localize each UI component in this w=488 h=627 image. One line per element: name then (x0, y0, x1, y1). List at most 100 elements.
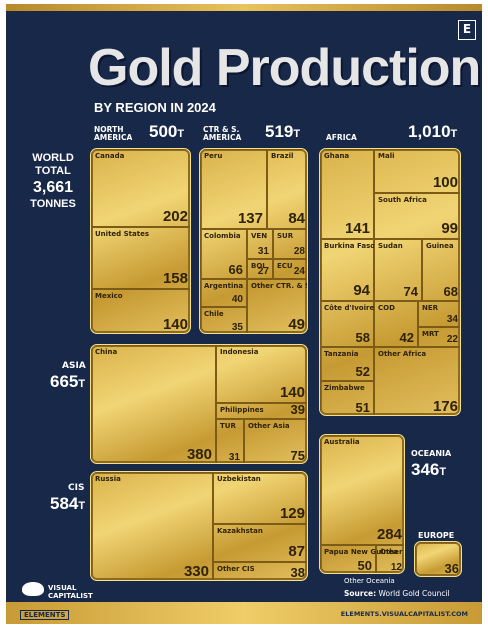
cell-value: 100 (432, 174, 458, 191)
treemap-group-europe: 36 (414, 541, 462, 577)
cell-value: 140 (162, 316, 188, 333)
region-total-africa-value: 1,010 (408, 122, 451, 141)
cell-label: Brazil (271, 152, 294, 160)
cell-value: 38 (290, 565, 305, 580)
treemap-cell-bol: BOL 27 (247, 259, 273, 279)
cell-label: Other Oceania (380, 548, 403, 556)
cell-label: Sudan (378, 242, 403, 250)
treemap-group-cis: Russia 330 Uzbekistan 129 Kazakhstan 87 Other … (90, 471, 308, 581)
treemap-group-asia: China 380 Indonesia 140 Philippines 39 TUR 31 Ot… (90, 344, 308, 464)
world-total-value: 3,661 (32, 179, 74, 196)
cell-label: Mali (378, 152, 395, 160)
cell-label: Chile (204, 310, 224, 318)
top-gold-bar (6, 4, 482, 11)
region-label-oceania: OCEANIA (411, 449, 452, 458)
cell-value: 94 (353, 282, 370, 299)
region-total-asia: 665T (50, 372, 85, 392)
region-total-africa: 1,010T (408, 122, 457, 142)
elements-badge: E (458, 20, 476, 40)
other-oceania-callout: Other Oceania (344, 577, 395, 585)
cell-label: Tanzania (324, 350, 359, 358)
treemap-cell-indonesia: Indonesia 140 (216, 345, 307, 403)
cell-label: Papua New Guinea (324, 548, 398, 556)
treemap-cell-peru: Peru 137 (200, 149, 267, 229)
treemap-cell-c-te-d-ivoire: Côte d'Ivoire 58 (320, 301, 374, 347)
brand-line-2: CAPITALIST (48, 592, 93, 600)
page-title: Gold Production (88, 39, 481, 97)
cell-value: 74 (403, 284, 418, 299)
footer-bar: ELEMENTS ELEMENTS.VISUALCAPITALIST.COM (6, 602, 482, 624)
unit-label: T (450, 128, 458, 140)
cell-value: 36 (444, 561, 459, 576)
brand-line-1: VISUAL (48, 584, 77, 592)
treemap-cell-zimbabwe: Zimbabwe 51 (320, 381, 374, 415)
cell-value: 34 (446, 314, 458, 325)
source-line: Source: World Gold Council (344, 589, 450, 598)
cell-label: Guinea (426, 242, 454, 250)
region-total-north-america-value: 500 (149, 122, 178, 141)
unit-label: T (78, 378, 86, 390)
cell-value: 66 (228, 262, 243, 277)
cell-value: 141 (344, 220, 370, 237)
cell-value: 40 (231, 294, 243, 305)
region-total-asia-value: 665 (50, 372, 79, 391)
cell-value: 284 (376, 526, 402, 543)
cell-value: 140 (279, 384, 305, 401)
world-total-label-2: TOTAL (35, 165, 71, 177)
cell-value: 31 (228, 452, 240, 463)
visual-capitalist-logo-icon (22, 582, 44, 596)
cell-value: 99 (441, 220, 458, 237)
treemap-cell-chile: Chile 35 (200, 307, 247, 333)
cell-label: Russia (95, 475, 121, 483)
cell-label: Other CIS (217, 565, 255, 573)
cell-value: 28 (293, 246, 305, 257)
treemap-cell-cod: COD 42 (374, 301, 418, 347)
region-total-ctr-s-america-value: 519 (265, 122, 294, 141)
cell-value: 35 (231, 322, 243, 333)
treemap-cell-ner: NER 34 (418, 301, 460, 327)
cell-value: 52 (355, 364, 370, 379)
cell-value: 58 (355, 330, 370, 345)
cell-label: Peru (204, 152, 223, 160)
cell-value: 22 (446, 334, 458, 345)
unit-label: T (293, 128, 301, 140)
treemap-cell-other-asia: Other Asia 75 (244, 419, 307, 463)
treemap-cell-australia: Australia 284 (320, 435, 404, 545)
cell-label: South Africa (378, 196, 427, 204)
cell-value: 50 (357, 558, 372, 573)
brand-wordmark: VISUAL CAPITALIST (48, 584, 93, 600)
treemap-cell-kazakhstan: Kazakhstan 87 (213, 524, 307, 562)
treemap-cell-papua-new-guinea: Papua New Guinea 50 (320, 545, 398, 573)
cell-label: Uzbekistan (217, 475, 261, 483)
cell-label: Canada (95, 152, 125, 160)
cell-value: 380 (186, 446, 212, 463)
cell-label: Indonesia (220, 348, 259, 356)
region-total-north-america: 500T (149, 122, 184, 142)
cell-label: ECU (277, 262, 293, 270)
region-label-cis: CIS (68, 483, 85, 493)
treemap-cell-ghana: Ghana 141 (320, 149, 374, 239)
unit-label: T (177, 128, 185, 140)
treemap-cell-other-ctr-s-america: Other CTR. & S. America 49 (247, 279, 307, 333)
treemap-cell-philippines: Philippines 39 (216, 402, 307, 419)
region-total-cis-value: 584 (50, 494, 79, 513)
treemap-cell-brazil: Brazil 84 (267, 149, 307, 229)
cell-label: Zimbabwe (324, 384, 365, 392)
cell-label: United States (95, 230, 149, 238)
treemap-cell-ecu: ECU 24 (273, 259, 307, 279)
treemap-cell-mali: Mali 100 (374, 149, 460, 193)
world-total-label-1: WORLD (32, 152, 74, 164)
cell-value: 68 (443, 284, 458, 299)
cell-label: Kazakhstan (217, 527, 263, 535)
treemap-cell-russia: Russia 330 (91, 472, 213, 580)
treemap-group-north-america: Canada 202 United States 158 Mexico 140 (90, 148, 191, 334)
cell-label: Other Asia (248, 422, 290, 430)
treemap-cell-sur: SUR 28 (273, 229, 307, 259)
treemap-group-africa: Ghana 141 Mali 100 South Africa 99 Burkina Fas… (319, 148, 461, 416)
treemap-cell-tur: TUR 31 (216, 419, 244, 463)
cell-label: China (95, 348, 118, 356)
treemap-cell-uzbekistan: Uzbekistan 129 (213, 472, 307, 524)
cell-value: 176 (432, 398, 458, 415)
cell-value: 51 (355, 400, 370, 415)
cell-label: Argentina (204, 282, 244, 290)
